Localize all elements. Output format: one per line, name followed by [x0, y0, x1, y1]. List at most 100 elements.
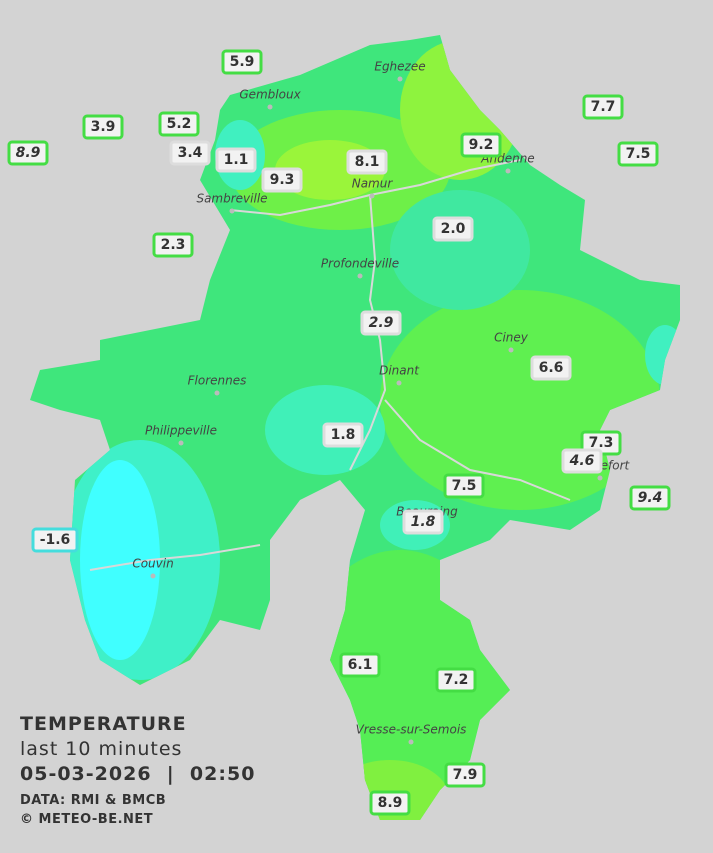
station-value: 2.3 [161, 237, 186, 253]
station: 8.9 [369, 790, 411, 816]
city-name: Ciney [494, 331, 529, 345]
station-value: 1.8 [331, 427, 356, 443]
station-box [322, 422, 364, 448]
station-box [629, 485, 671, 511]
station-value: 7.5 [626, 146, 651, 162]
city-dot [408, 739, 414, 745]
credit: DATA: RMI & BMCB [20, 793, 166, 808]
city-dot [229, 208, 235, 214]
city-name: Couvin [132, 557, 173, 571]
station-box [31, 527, 79, 553]
station: 9.3 [261, 167, 303, 193]
station-value: 2.9 [369, 315, 394, 331]
city-dot [178, 440, 184, 446]
station: -1.6 [31, 527, 79, 553]
city-dot [267, 104, 273, 110]
credit: © METEO-BE.NET [20, 812, 153, 827]
station: 9.2 [460, 132, 502, 158]
station-box [617, 141, 659, 167]
city-dot [597, 475, 603, 481]
station-box [7, 140, 49, 166]
subtitle: last 10 minutes [20, 738, 182, 760]
city-dot [508, 347, 514, 353]
title: TEMPERATURE [20, 713, 187, 735]
datetime: 05-03-2026 | 02:50 [20, 763, 255, 785]
station-value: 9.4 [638, 490, 663, 506]
station-value: -1.6 [40, 532, 71, 548]
city-name: Vresse-sur-Semois [356, 723, 467, 737]
river [349, 194, 387, 471]
station: 8.1 [346, 149, 388, 175]
city-name: Namur [352, 177, 394, 191]
station-box [82, 114, 124, 140]
stations: 5.9 7.7 3.9 5.2 8.9 3.4 1.1 8.1 9.2 7.5 9.3 2.3 2.0 2… [7, 49, 671, 816]
city-name: Florennes [188, 374, 247, 388]
station-box [169, 140, 211, 166]
city-name: Dinant [379, 364, 420, 378]
city-name: Philippeville [145, 424, 217, 438]
station: 7.5 [443, 473, 485, 499]
station: 1.1 [215, 147, 257, 173]
station-box [360, 310, 402, 336]
station: 7.2 [435, 667, 477, 693]
station-box [561, 448, 603, 474]
station: 7.5 [617, 141, 659, 167]
station: 6.6 [530, 355, 572, 381]
city-dot [357, 273, 363, 279]
city-dot [396, 380, 402, 386]
city-dot [150, 573, 156, 579]
station-box [402, 509, 444, 535]
station-box [152, 232, 194, 258]
station: 2.0 [432, 216, 474, 242]
station-box [460, 132, 502, 158]
station-value: 4.6 [569, 453, 595, 469]
station: 4.6 [561, 448, 603, 474]
cities: EghezeeGemblouxAndenneNamurSambrevillePr… [132, 60, 631, 745]
city-dot [505, 168, 511, 174]
station-value: 1.8 [411, 514, 436, 530]
station-value: 8.1 [355, 154, 380, 170]
station: 1.8 [322, 422, 364, 448]
station-box [435, 667, 477, 693]
station: 3.4 [169, 140, 211, 166]
station-value: 6.6 [539, 360, 564, 376]
station: 7.9 [444, 762, 486, 788]
station: 5.2 [158, 111, 200, 137]
station-value: 7.5 [452, 478, 477, 494]
station-box [369, 790, 411, 816]
station-value: 7.3 [589, 435, 614, 451]
station: 7.7 [582, 94, 624, 120]
station-value: 5.2 [167, 116, 192, 132]
station: 6.1 [339, 652, 381, 678]
station: 2.9 [360, 310, 402, 336]
station: 5.9 [221, 49, 263, 75]
station-value: 1.1 [224, 152, 249, 168]
city-dot [369, 193, 375, 199]
station-value: 9.2 [469, 137, 494, 153]
station-value: 9.3 [270, 172, 295, 188]
station-box [158, 111, 200, 137]
station-box [530, 355, 572, 381]
station-value: 3.4 [178, 145, 203, 161]
station: 8.9 [7, 140, 49, 166]
station-box [432, 216, 474, 242]
station-box [443, 473, 485, 499]
station-value: 6.1 [348, 657, 373, 673]
station-box [261, 167, 303, 193]
city-name: Sambreville [196, 192, 267, 206]
station-box [221, 49, 263, 75]
station: 1.8 [402, 509, 444, 535]
city-name: Gembloux [239, 88, 301, 102]
station-value: 7.7 [591, 99, 616, 115]
station-value: 7.9 [453, 767, 478, 783]
station-value: 5.9 [230, 54, 255, 70]
station-box [346, 149, 388, 175]
station: 3.9 [82, 114, 124, 140]
station-box [582, 94, 624, 120]
river [89, 544, 261, 571]
station-value: 8.9 [16, 145, 41, 161]
station: 9.4 [629, 485, 671, 511]
station-box [339, 652, 381, 678]
river [384, 399, 571, 501]
